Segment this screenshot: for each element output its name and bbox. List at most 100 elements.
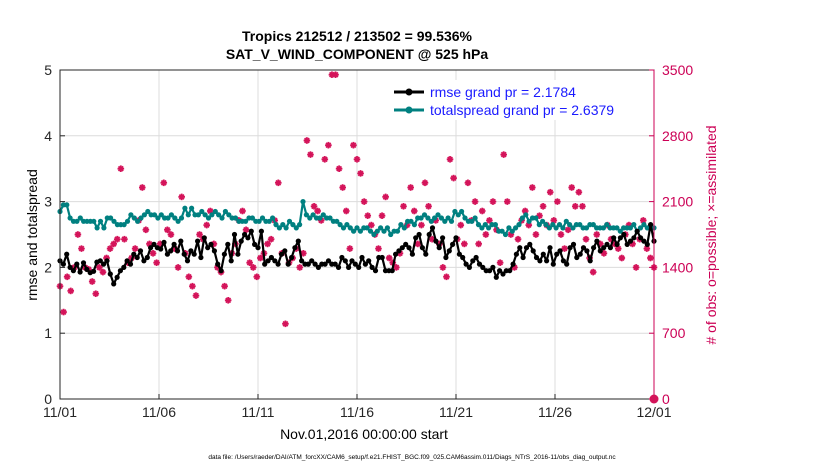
obs-marker	[332, 71, 339, 78]
obs-marker	[393, 264, 400, 271]
rmse-point	[648, 222, 654, 228]
obs-marker-stroke	[618, 255, 625, 261]
rmse-point	[584, 248, 590, 254]
obs-marker-stroke	[99, 269, 106, 276]
obs-marker-stroke	[583, 236, 589, 243]
rmse-point	[396, 248, 402, 254]
obs-marker-stroke	[243, 226, 250, 233]
obs-marker	[471, 198, 479, 205]
rmse-point	[476, 261, 483, 267]
obs-marker	[443, 273, 450, 281]
obs-marker	[478, 207, 486, 215]
spread-point	[519, 215, 526, 221]
spread-point	[222, 208, 228, 215]
obs-marker	[539, 203, 547, 210]
rmse-point	[419, 245, 425, 251]
rmse-point	[181, 251, 187, 257]
obs-marker-stroke	[307, 151, 314, 158]
x-tick-label: 11/01	[43, 404, 77, 420]
rmse-point	[201, 235, 207, 241]
obs-marker	[178, 193, 185, 201]
obs-marker-stroke	[411, 208, 418, 214]
obs-marker	[632, 264, 640, 271]
spread-point	[448, 218, 455, 224]
rmse-point	[258, 228, 264, 234]
chart-title: Tropics 212512 / 213502 = 99.536%	[242, 28, 473, 44]
rmse-point	[191, 251, 197, 257]
rmse-point	[587, 258, 593, 264]
obs-marker	[96, 264, 103, 271]
spread-point	[411, 222, 417, 228]
rmse-point	[453, 235, 459, 241]
obs-marker-stroke	[368, 222, 375, 229]
spread-point	[135, 218, 141, 224]
rmse-point	[322, 261, 328, 267]
obs-marker-stroke	[511, 264, 518, 271]
spread-point	[300, 199, 306, 205]
obs-marker-stroke	[633, 264, 640, 271]
rmse-series	[57, 222, 657, 287]
obs-marker	[532, 231, 540, 238]
obs-marker	[589, 268, 597, 276]
spread-point	[479, 225, 485, 231]
spread-point	[344, 222, 350, 228]
rmse-point	[634, 228, 640, 234]
obs-marker	[139, 184, 146, 191]
obs-marker	[475, 240, 482, 248]
obs-marker	[335, 165, 343, 172]
rmse-point	[184, 258, 191, 264]
obs-marker-stroke	[529, 184, 536, 191]
obs-marker-stroke	[318, 217, 325, 224]
rmse-point	[124, 258, 130, 264]
rmse-point	[151, 241, 157, 247]
obs-marker-stroke	[96, 264, 103, 271]
rmse-point	[228, 258, 234, 264]
obs-marker-stroke	[457, 222, 464, 229]
spread-point	[151, 212, 158, 218]
spread-point	[259, 215, 266, 221]
rmse-point	[436, 245, 442, 251]
rmse-point	[631, 235, 637, 241]
obs-marker	[500, 151, 508, 158]
spread-point	[77, 215, 83, 221]
spread-point	[283, 225, 289, 231]
spread-point	[185, 212, 191, 218]
spread-point	[334, 218, 340, 224]
obs-marker-stroke	[379, 212, 385, 219]
spread-point	[617, 228, 623, 234]
rmse-point	[231, 231, 238, 238]
obs-marker	[482, 231, 490, 238]
rmse-point	[174, 248, 181, 254]
spread-point	[513, 225, 519, 231]
spread-series	[57, 199, 657, 238]
spread-point	[307, 215, 313, 221]
obs-marker-stroke	[593, 231, 600, 238]
spread-point	[280, 222, 286, 228]
rmse-point	[255, 245, 261, 251]
rmse-point	[607, 245, 614, 251]
obs-marker-stroke	[464, 179, 471, 186]
obs-marker-stroke	[89, 278, 96, 285]
obs-marker-stroke	[114, 236, 121, 243]
rmse-point	[409, 251, 415, 257]
obs-marker-stroke	[153, 259, 160, 266]
obs-marker-stroke	[132, 245, 139, 252]
rmse-point	[195, 238, 201, 244]
spread-point	[570, 225, 576, 231]
obs-marker	[88, 278, 96, 285]
obs-marker-stroke	[246, 259, 253, 266]
spread-point	[357, 228, 363, 234]
obs-marker	[242, 226, 250, 234]
spread-point	[475, 222, 482, 228]
obs-marker-stroke	[439, 264, 446, 271]
rmse-point	[399, 245, 405, 251]
x-tick-label: 11/06	[142, 404, 176, 420]
obs-marker-stroke	[500, 151, 507, 158]
rmse-point	[121, 264, 127, 270]
rmse-point	[416, 231, 422, 238]
obs-marker	[92, 290, 100, 298]
obs-marker-stroke	[300, 250, 307, 257]
rmse-point	[440, 235, 446, 241]
obs-marker-stroke	[407, 184, 414, 191]
spread-point	[165, 215, 171, 221]
